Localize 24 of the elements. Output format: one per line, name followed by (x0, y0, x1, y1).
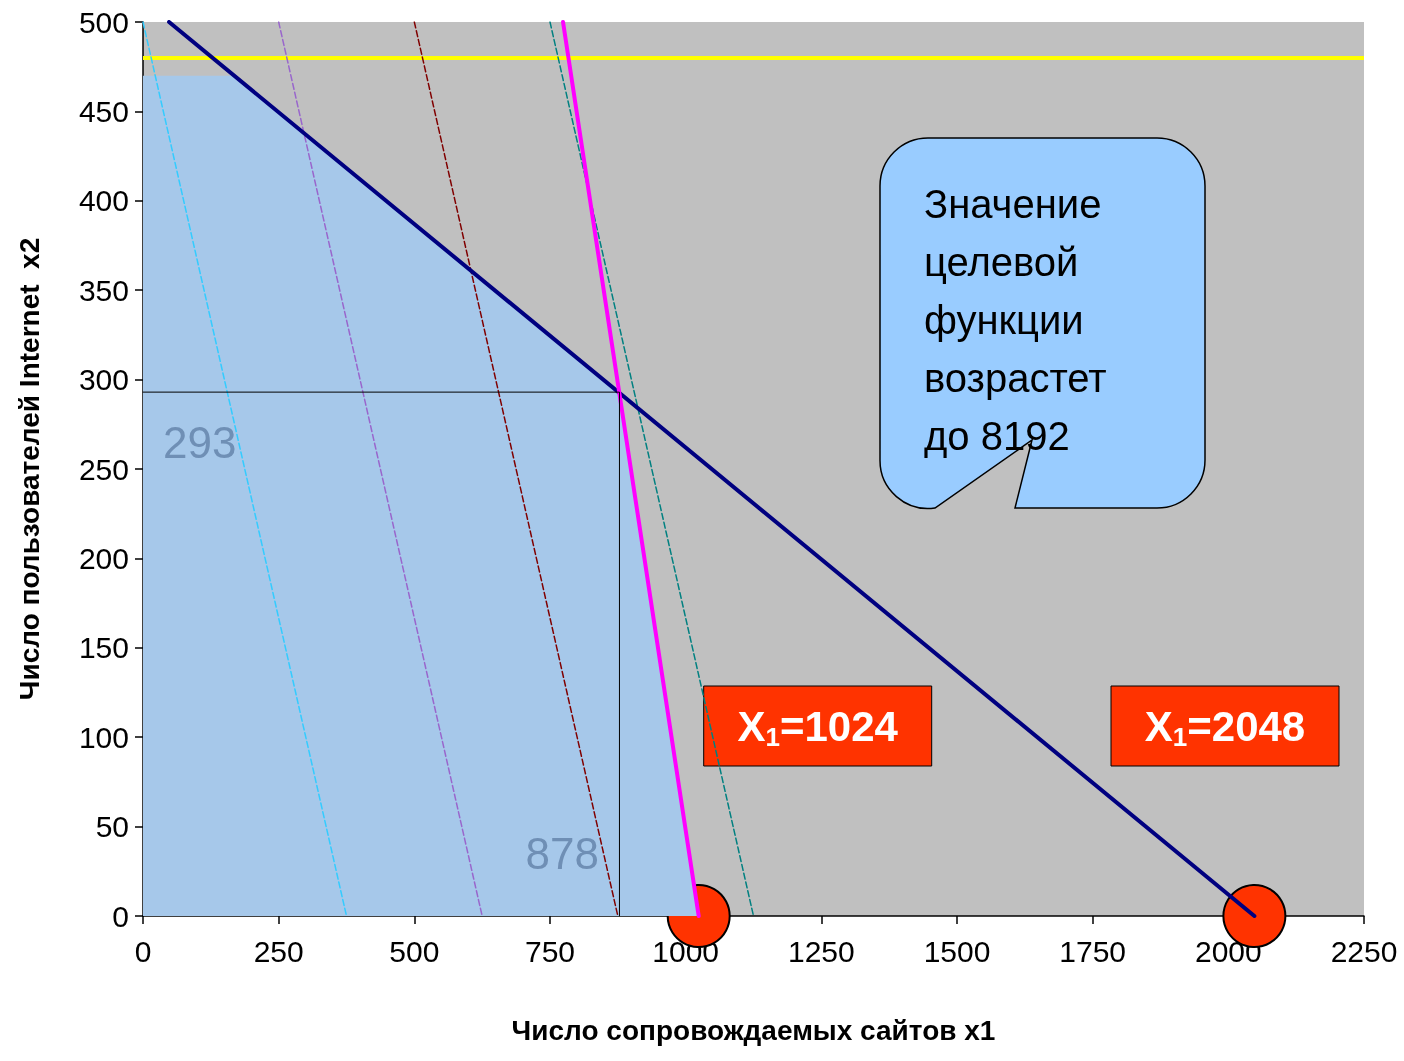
y-tick-label: 250 (78, 452, 129, 486)
x-tick-label: 500 (389, 934, 440, 968)
x-tick-label: 0 (134, 934, 152, 968)
y-tick-label: 400 (78, 184, 129, 218)
x-tick-label: 250 (253, 934, 304, 968)
annotation: 878 (525, 828, 599, 878)
y-tick-label: 50 (95, 810, 129, 844)
x-tick-label: 1250 (787, 934, 855, 968)
y-tick-label: 500 (78, 5, 129, 39)
y-tick-label: 0 (112, 899, 129, 933)
annotation: Значение целевой функции возрастет до 8192 (924, 181, 1107, 460)
x-axis-title: Число сопровождаемых сайтов x1 (511, 1014, 996, 1046)
y-tick-label: 300 (78, 363, 129, 397)
x-tick-label: 1750 (1059, 934, 1127, 968)
y-tick-label: 150 (78, 631, 129, 665)
annotation: 293 (163, 417, 237, 467)
y-tick-label: 450 (78, 94, 129, 128)
y-tick-label: 200 (78, 541, 129, 575)
x-tick-label: 1500 (923, 934, 991, 968)
y-tick-label: 350 (78, 273, 129, 307)
x-tick-label: 750 (524, 934, 576, 968)
y-axis-title: Число пользователей Internet x2 (13, 237, 45, 701)
y-tick-label: 100 (78, 720, 129, 754)
x-tick-label: 2250 (1330, 934, 1398, 968)
